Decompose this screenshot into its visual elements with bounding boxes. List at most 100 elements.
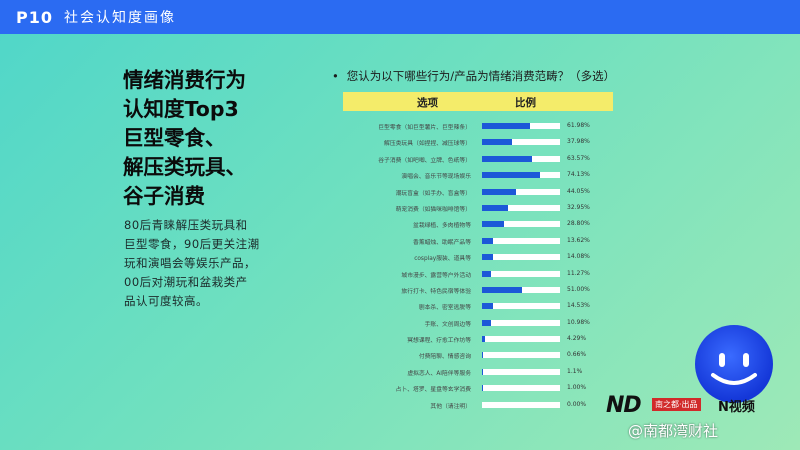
page-number: P10: [16, 7, 53, 27]
column-header-ratio: 比例: [515, 97, 536, 109]
table-row: 冥想课程、疗愈工作坊等 4.29%: [343, 332, 623, 348]
row-label: 盆栽绿植、多肉植物等: [413, 223, 471, 230]
bar-fill: [482, 385, 483, 392]
row-label: 解压类玩具（如捏捏、减压球等）: [384, 141, 471, 148]
row-label: 巨型零食（如巨型薯片、巨型辣条）: [378, 125, 471, 131]
bar-track: [482, 368, 560, 375]
bar-track: [482, 204, 560, 211]
bar-track: [482, 401, 560, 408]
table-row: cosplay服装、道具等 14.08%: [343, 250, 623, 266]
description-line: 玩和演唱会等娱乐产品，: [124, 256, 256, 270]
table-row: 香薰蜡烛、助眠产品等 13.62%: [343, 234, 623, 250]
bar-track: [482, 303, 560, 310]
table-row: 演唱会、音乐节等现场娱乐 74.13%: [343, 168, 623, 184]
bar-track: [482, 123, 560, 129]
row-percentage: 13.62%: [567, 236, 590, 244]
row-percentage: 10.98%: [567, 318, 590, 326]
row-label: 手账、文创周边等: [424, 321, 471, 328]
row-label: 香薰蜡烛、助眠产品等: [413, 239, 471, 246]
headline-line: 巨型零食、: [123, 126, 226, 150]
survey-table: 巨型零食（如巨型薯片、巨型辣条） 61.98% 解压类玩具（如捏捏、减压球等） 37.…: [343, 119, 623, 414]
bar-track: [482, 237, 560, 244]
n-video-logo: N视频: [718, 400, 755, 415]
table-row: 解压类玩具（如捏捏、减压球等） 37.98%: [343, 135, 623, 151]
mascot-face-icon: [711, 353, 757, 385]
bullet-icon: •: [332, 69, 339, 83]
description-line: 80后青睐解压类玩具和: [124, 218, 248, 232]
survey-question: • 您认为以下哪些行为/产品为情绪消费范畴？（多选）: [332, 68, 615, 84]
table-row: 虚拟恋人、AI陪伴等服务 1.1%: [343, 365, 623, 381]
row-percentage: 1.1%: [567, 367, 583, 375]
table-row: 其他（请注明） 0.00%: [343, 398, 623, 414]
bar-fill: [482, 352, 483, 359]
description: 80后青睐解压类玩具和 巨型零食，90后更关注潮 玩和演唱会等娱乐产品， 00后…: [124, 216, 289, 311]
bar-track: [482, 286, 560, 293]
bar-fill: [482, 155, 532, 162]
row-label: 剧本杀、密室逃脱等: [418, 305, 471, 312]
row-percentage: 1.00%: [567, 384, 587, 392]
row-label: cosplay服装、道具等: [414, 256, 471, 263]
weibo-watermark: @南都湾财社: [628, 422, 719, 440]
description-line: 00后对潮玩和盆栽类产: [124, 275, 248, 289]
nd-logo: ND: [606, 393, 642, 418]
bar-fill: [482, 319, 491, 326]
bar-track: [482, 336, 560, 343]
table-row: 城市漫步、露营等户外活动 11.27%: [343, 267, 623, 283]
bar-track: [482, 188, 560, 195]
row-percentage: 4.29%: [567, 335, 587, 343]
bar-fill: [482, 221, 505, 228]
headline-line: 认知度Top3: [123, 97, 239, 121]
bar-track: [482, 139, 560, 146]
row-label: 其他（请注明）: [430, 403, 471, 410]
row-label: 冥想课程、疗愈工作坊等: [407, 338, 471, 345]
row-percentage: 63.57%: [567, 154, 590, 162]
row-percentage: 37.98%: [567, 138, 590, 146]
row-label: 演唱会、音乐节等现场娱乐: [401, 174, 471, 181]
nd-badge: 南之都·出品: [652, 398, 701, 411]
row-percentage: 74.13%: [567, 171, 590, 179]
table-row: 萌宠消费（如猫咪咖啡馆等） 32.95%: [343, 201, 623, 217]
row-label: 虚拟恋人、AI陪伴等服务: [407, 370, 471, 377]
row-label: 城市漫步、露营等户外活动: [401, 272, 471, 279]
table-row: 剧本杀、密室逃脱等 14.53%: [343, 299, 623, 315]
headline-line: 解压类玩具、: [123, 155, 246, 179]
bar-fill: [482, 368, 483, 375]
bar-track: [482, 172, 560, 179]
bar-fill: [482, 172, 540, 179]
table-row: 谷子消费（如吧唧、立牌、色纸等） 63.57%: [343, 152, 623, 168]
row-label: 潮玩盲盒（如手办、盲盒等）: [395, 190, 471, 197]
bar-fill: [482, 123, 531, 129]
row-label: 占卜、塔罗、星盘等玄学消费: [395, 387, 471, 394]
question-text: 您认为以下哪些行为/产品为情绪消费范畴？（多选）: [346, 69, 616, 83]
table-row: 占卜、塔罗、星盘等玄学消费 1.00%: [343, 381, 623, 397]
table-row: 手账、文创周边等 10.98%: [343, 316, 623, 332]
headline: 情绪消费行为 认知度Top3 巨型零食、 解压类玩具、 谷子消费: [123, 66, 303, 211]
row-label: 付费陪聊、情感咨询: [418, 354, 471, 361]
bar-fill: [482, 254, 493, 261]
table-row: 付费陪聊、情感咨询 0.66%: [343, 348, 623, 364]
top-banner: P10 社会认知度画像: [0, 0, 800, 34]
bar-fill: [482, 336, 486, 343]
bar-track: [482, 385, 560, 392]
bar-fill: [482, 270, 491, 277]
bar-fill: [482, 237, 493, 244]
table-row: 盆栽绿植、多肉植物等 28.80%: [343, 217, 623, 233]
section-title: 社会认知度画像: [64, 10, 176, 26]
bar-fill: [482, 286, 522, 293]
table-row: 巨型零食（如巨型薯片、巨型辣条） 61.98%: [343, 119, 623, 135]
table-row: 潮玩盲盒（如手办、盲盒等） 44.05%: [343, 185, 623, 201]
bar-fill: [482, 204, 508, 211]
headline-line: 情绪消费行为: [123, 68, 246, 92]
description-line: 品认可度较高。: [124, 294, 208, 308]
mascot-logo: [695, 325, 773, 403]
table-header: 选项 比例: [343, 92, 613, 111]
row-percentage: 14.08%: [567, 253, 590, 261]
bar-fill: [482, 188, 517, 195]
column-header-option: 选项: [417, 97, 438, 109]
bar-track: [482, 254, 560, 261]
bar-track: [482, 319, 560, 326]
row-label: 萌宠消费（如猫咪咖啡馆等）: [395, 206, 471, 213]
row-percentage: 32.95%: [567, 203, 590, 211]
bar-track: [482, 155, 560, 162]
row-percentage: 44.05%: [567, 187, 590, 195]
